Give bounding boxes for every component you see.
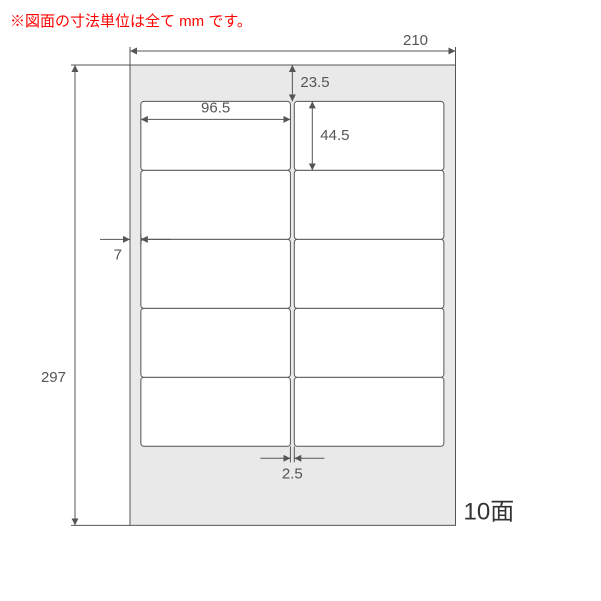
label-cell bbox=[294, 170, 444, 239]
label-cell bbox=[294, 377, 444, 446]
label-cell bbox=[294, 239, 444, 308]
label-cell bbox=[141, 170, 291, 239]
label-cell bbox=[141, 239, 291, 308]
label-cell bbox=[294, 101, 444, 170]
dim-col-gap-value: 2.5 bbox=[282, 465, 303, 482]
dim-top-margin-value: 23.5 bbox=[300, 74, 329, 91]
label-cell bbox=[294, 308, 444, 377]
dim-left-margin-value: 7 bbox=[114, 246, 122, 263]
dim-sheet-width-value: 210 bbox=[403, 32, 428, 49]
dim-sheet-height-value: 297 bbox=[41, 369, 66, 386]
dim-label-height-value: 44.5 bbox=[320, 127, 349, 144]
unit-note: ※図面の寸法単位は全て mm です。 bbox=[10, 12, 252, 30]
faces-count: 10面 bbox=[464, 498, 515, 525]
dim-label-width-value: 96.5 bbox=[201, 99, 230, 116]
label-cell bbox=[141, 377, 291, 446]
label-cell bbox=[141, 308, 291, 377]
